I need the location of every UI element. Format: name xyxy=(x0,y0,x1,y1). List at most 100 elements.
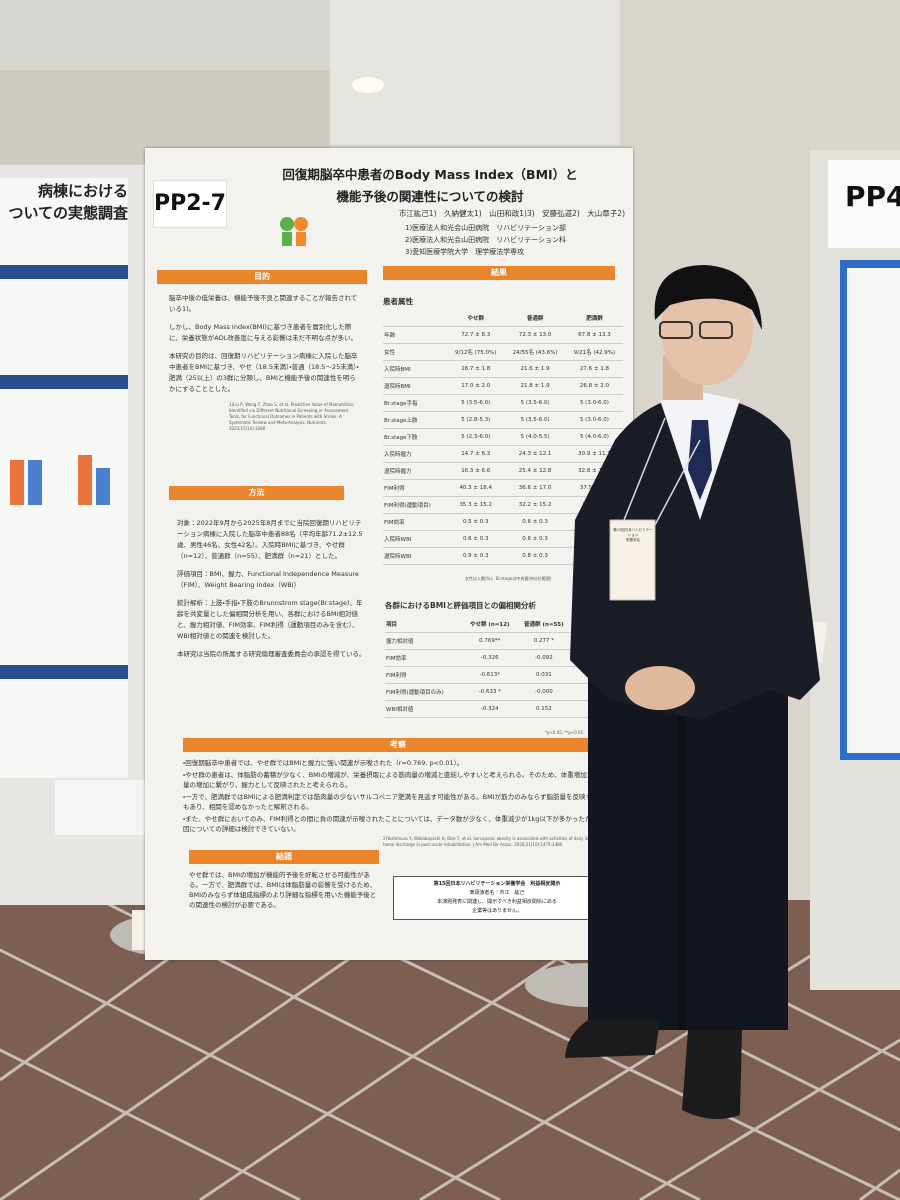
table-cell: 16.3 ± 6.6 xyxy=(447,462,505,480)
table-row: FIM利得(運動項目のみ)-0.633 *-0.000-0.204 xyxy=(385,683,625,701)
badge-text: 第15回日本リハビリテーション 栄養学会 xyxy=(612,528,654,543)
table-cell: 入院時BMI xyxy=(383,360,448,378)
table-cell: 入院時WBI xyxy=(383,530,448,548)
table-cell: -0.613* xyxy=(462,666,517,684)
title-line: 機能予後の関連性についての検討 xyxy=(336,189,524,204)
table-cell: 67.8 ± 13.3 xyxy=(565,326,623,344)
right-poster-inner xyxy=(847,268,900,753)
table-row: Br.stage上肢 5 (2.8-5.3) 5 (3.5-6.0) 5 (3.0-6… xyxy=(383,411,623,429)
left-title-line: ついての実態調査 xyxy=(8,204,128,222)
table-cell: 25.4 ± 12.8 xyxy=(504,462,566,480)
paragraph: 評価項目：BMI、握力、Functional Independence Meas… xyxy=(177,570,359,589)
left-figure-bar xyxy=(28,460,42,505)
paragraph: ・やせ群の患者は、体脂肪の蓄積が少なく、BMIの増減が、栄養摂取による筋肉量の増… xyxy=(183,771,613,789)
hands xyxy=(625,666,695,710)
authors: 市江紘己1) 久納健太1) 山田和政1)3) 安藤弘道2) 大山章子2) xyxy=(398,209,625,218)
table-cell: 9/12名 (75.0%) xyxy=(447,343,505,361)
table-cell: 退院時握力 xyxy=(383,462,448,480)
table-row: 退院時握力 16.3 ± 6.6 25.4 ± 12.8 32.8 ± 12.5 xyxy=(383,462,623,480)
table-cell: 5 (2.3-6.0) xyxy=(447,428,505,446)
poster-id: PP2-7 xyxy=(153,180,227,228)
paragraph: 本研究の目的は、回復期リハビリテーション病棟に入院した脳卒中患者をBMIに基づき… xyxy=(169,352,359,393)
coi-line: 第15回日本リハビリテーション栄養学会 利益相反開示 xyxy=(433,881,561,887)
left-note xyxy=(55,780,145,835)
table-row: 退院時BMI 17.0 ± 2.0 21.8 ± 1.9 26.8 ± 2.0 xyxy=(383,377,623,395)
table-cell: 0.6 ± 0.3 xyxy=(447,530,505,548)
table-cell: 24.3 ± 12.1 xyxy=(504,445,566,463)
left-bar xyxy=(0,265,128,279)
reference: 1)Liu P, Wang Y, Zhao S, et al. Predicti… xyxy=(229,402,355,431)
table-cell: 握力相対値 xyxy=(385,632,463,650)
coi-line: 筆頭演者名：市江 紘己 xyxy=(469,890,525,896)
trouser-gap xyxy=(678,700,686,1030)
right-id-card xyxy=(828,160,900,248)
table-cell: 0.031 xyxy=(516,666,571,684)
shoe xyxy=(682,1030,742,1119)
coi-line: 企業等はありません。 xyxy=(472,908,522,914)
table-cell: 0.6 ± 0.3 xyxy=(504,530,566,548)
ceiling-panel xyxy=(330,0,630,145)
left-figure-bar xyxy=(10,460,24,505)
table-cell: -0.326 xyxy=(462,649,517,667)
table-row: 入院時BMI 16.7 ± 1.8 21.6 ± 1.9 27.6 ± 1.8 xyxy=(383,360,623,378)
shoe xyxy=(565,1020,660,1058)
left-title: 病棟における ついての実態調査 xyxy=(0,180,128,224)
header-cell: 普通群 xyxy=(504,310,566,327)
table-cell: -0.000 xyxy=(516,683,571,701)
section-heading: 目的 xyxy=(157,270,367,284)
affiliations: 1)医療法人和光会山田病院 リハビリテーション部 2)医療法人和光会山田病院 リ… xyxy=(405,222,566,258)
table-cell: 36.6 ± 17.0 xyxy=(504,479,566,497)
affiliation: 3)愛知医療学院大学 理学療法学専攻 xyxy=(405,248,525,256)
paragraph: 統計解析：上肢・手指・下肢のBrunnstrom stage(Br.stage)… xyxy=(177,599,363,640)
table-cell: FIM利得(運動項目) xyxy=(383,496,448,514)
paragraph: 脳卒中後の低栄養は、機能予後不良と関連することが報告されている1)。 xyxy=(169,294,358,313)
table-row: 女性 9/12名 (75.0%) 24/55名 (43.6%) 9/21名 (42.9… xyxy=(383,343,623,361)
header-cell: 普通群 (n=55) xyxy=(516,616,571,633)
name-badge xyxy=(609,519,656,601)
affiliation: 2)医療法人和光会山田病院 リハビリテーション科 xyxy=(405,236,567,244)
paragraph: ・また、やせ群においてのみ、FIM利得との間に負の関連が示唆されたことについては… xyxy=(183,815,611,833)
table-note: *p<0.05, **p<0.01 xyxy=(545,730,584,735)
table-cell: FIM効率 xyxy=(383,513,448,531)
table-header-row: やせ群 普通群 肥満群 xyxy=(383,310,623,327)
face xyxy=(661,275,753,385)
poster: PP2-7 回復期脳卒中患者のBody Mass Index（BMI）と 機能予… xyxy=(145,148,633,960)
table-row: Br.stage下肢 5 (2.3-6.0) 5 (4.0-5.5) 5 (4.0-6… xyxy=(383,428,623,446)
table-cell: FIM利得 xyxy=(383,479,448,497)
paragraph: しかし、Body Mass Index(BMI)に基づき患者を層別化した際に、栄… xyxy=(169,323,358,342)
reference: 2)Yoshimura Y, Wakabayashi H, Bise T, et… xyxy=(383,836,605,847)
table-cell: 5 (4.0-6.0) xyxy=(565,428,623,446)
table-container: やせ群 普通群 肥満群 年齢 72.7 ± 8.3 72.3 ± 13.0 67.8 ± 1… xyxy=(383,310,623,565)
purpose-text: 脳卒中後の低栄養は、機能予後不良と関連することが報告されている1)。 しかし、B… xyxy=(169,293,359,432)
section-heading: 結果 xyxy=(383,266,615,280)
table-cell: 72.7 ± 8.3 xyxy=(447,326,505,344)
table-cell: 0.9 ± 0.3 xyxy=(447,547,505,565)
header-cell: 肥満群 xyxy=(565,310,623,327)
table-row: FIM効率-0.326-0.092-0.251 xyxy=(385,649,625,667)
jacket xyxy=(570,395,820,720)
table-cell: Br.stage上肢 xyxy=(383,411,448,429)
table-row: 入院時握力 14.7 ± 6.3 24.3 ± 12.1 30.9 ± 11.1 xyxy=(383,445,623,463)
left-figure-bar xyxy=(78,455,92,505)
table-cell: FIM利得(運動項目のみ) xyxy=(385,683,463,701)
table-cell: 35.3 ± 15.2 xyxy=(447,496,505,514)
section-heading: 方法 xyxy=(169,486,344,500)
left-bar xyxy=(0,375,128,389)
header-cell: やせ群 xyxy=(447,310,505,327)
table-cell: 0.5 ± 0.3 xyxy=(447,513,505,531)
table-row: 年齢 72.7 ± 8.3 72.3 ± 13.0 67.8 ± 13.3 xyxy=(383,326,623,344)
badge-line: 栄養学会 xyxy=(626,538,640,542)
right-poster-id: PP4- xyxy=(845,180,900,213)
table-row: Br.stage手指 5 (3.5-6.0) 5 (3.5-6.0) 5 (3.0-6… xyxy=(383,394,623,412)
left-figure-bar xyxy=(96,468,110,505)
table-cell: 5 (3.5-6.0) xyxy=(447,394,505,412)
left-title-line: 病棟における xyxy=(37,182,128,200)
tie xyxy=(688,420,712,500)
header-cell: 項目 xyxy=(385,616,463,633)
table-cell: 16.7 ± 1.8 xyxy=(447,360,505,378)
table-cell: 0.6 ± 0.3 xyxy=(504,513,566,531)
table-cell: 5 (3.0-6.0) xyxy=(565,411,623,429)
table-cell: 0.769** xyxy=(462,632,517,650)
